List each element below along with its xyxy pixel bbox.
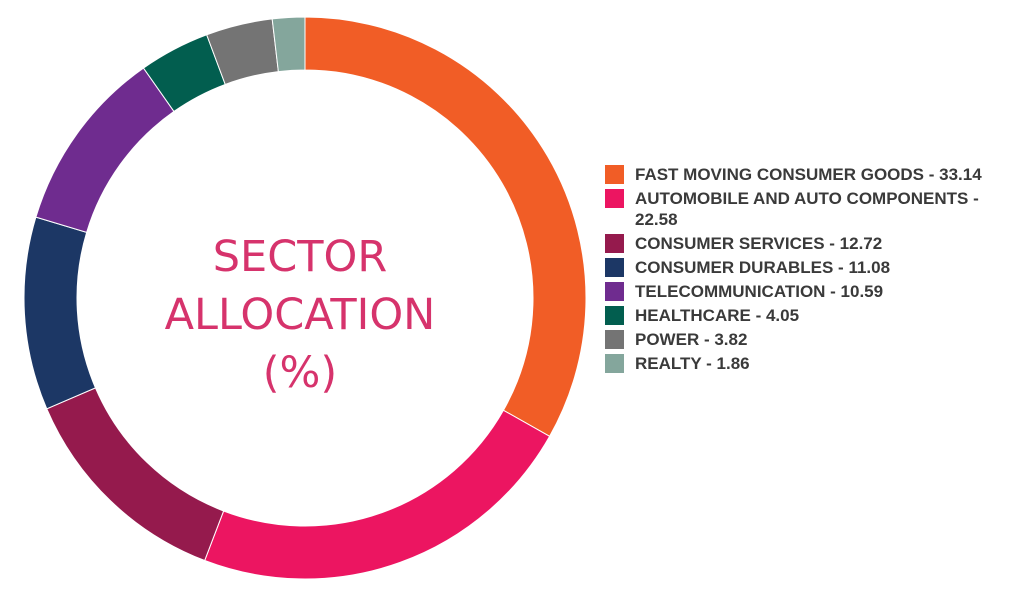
donut-slice <box>304 16 587 438</box>
chart-title-line-2: ALLOCATION <box>164 290 436 340</box>
legend-item: REALTY - 1.86 <box>605 353 1015 374</box>
donut-slice <box>271 16 306 73</box>
legend-label: REALTY - 1.86 <box>635 354 750 373</box>
chart-legend: FAST MOVING CONSUMER GOODS - 33.14 AUTOMO… <box>605 164 1015 377</box>
legend-item: HEALTHCARE - 4.05 <box>605 305 1015 326</box>
legend-label: CONSUMER DURABLES - 11.08 <box>635 258 891 277</box>
legend-swatch <box>605 354 624 373</box>
legend-label: AUTOMOBILE AND AUTO COMPONENTS - 22.58 <box>635 189 979 229</box>
legend-item: TELECOMMUNICATION - 10.59 <box>605 281 1015 302</box>
legend-item: CONSUMER SERVICES - 12.72 <box>605 233 1015 254</box>
legend-item: POWER - 3.82 <box>605 329 1015 350</box>
legend-swatch <box>605 189 624 208</box>
chart-title-line-1: SECTOR <box>212 232 388 282</box>
donut-slice <box>23 216 97 410</box>
legend-swatch <box>605 330 624 349</box>
legend-swatch <box>605 306 624 325</box>
chart-title: SECTOR ALLOCATION (%) <box>155 228 445 402</box>
legend-item: AUTOMOBILE AND AUTO COMPONENTS - 22.58 <box>605 188 1015 230</box>
legend-swatch <box>605 282 624 301</box>
donut-chart <box>23 16 587 580</box>
legend-item: CONSUMER DURABLES - 11.08 <box>605 257 1015 278</box>
legend-swatch <box>605 258 624 277</box>
chart-title-line-3: (%) <box>262 348 338 398</box>
legend-label: FAST MOVING CONSUMER GOODS - 33.14 <box>635 165 982 184</box>
legend-label: HEALTHCARE - 4.05 <box>635 306 800 325</box>
donut-slice <box>204 409 551 580</box>
donut-slice <box>46 387 225 562</box>
donut-slice <box>35 67 175 233</box>
legend-label: CONSUMER SERVICES - 12.72 <box>635 234 883 253</box>
legend-label: POWER - 3.82 <box>635 330 748 349</box>
legend-item: FAST MOVING CONSUMER GOODS - 33.14 <box>605 164 1015 185</box>
legend-label: TELECOMMUNICATION - 10.59 <box>635 282 884 301</box>
legend-swatch <box>605 234 624 253</box>
legend-swatch <box>605 165 624 184</box>
